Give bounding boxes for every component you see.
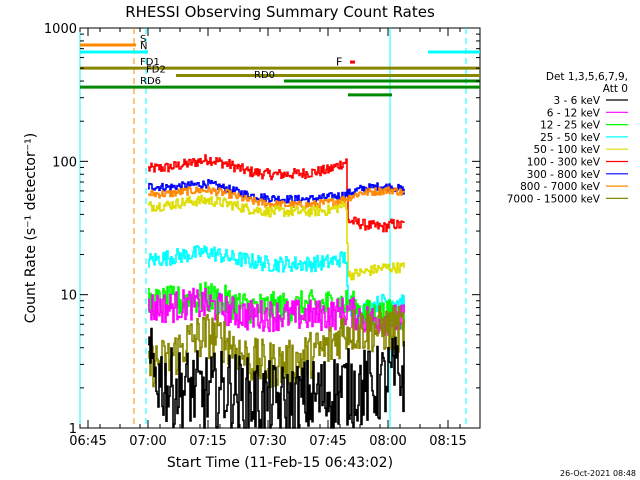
legend-label-4: 50 - 100 keV xyxy=(533,144,600,156)
flare-marker xyxy=(350,60,355,64)
legend-label-0: 3 - 6 keV xyxy=(553,95,600,107)
series-2 xyxy=(148,185,405,210)
legend-label-8: 7000 - 15000 keV xyxy=(507,193,601,205)
y-tick-label-3: 1000 xyxy=(44,22,77,37)
x-tick-label-0: 06:45 xyxy=(69,434,106,449)
legend-label-7: 800 - 7000 keV xyxy=(520,181,601,193)
series-3 xyxy=(148,194,405,281)
axes: 06:45 07:00 07:15 07:30 07:45 08:00 08:15 1 10 10… xyxy=(44,22,481,449)
x-tick-label-2: 07:15 xyxy=(189,434,226,449)
legend-label-5: 100 - 300 keV xyxy=(527,157,601,169)
y-tick-label-2: 100 xyxy=(52,155,77,170)
x-tick-label-6: 08:15 xyxy=(429,434,466,449)
x-tick-label-3: 07:30 xyxy=(249,434,286,449)
legend-label-1: 6 - 12 keV xyxy=(547,107,601,119)
chart-title: RHESSI Observing Summary Count Rates xyxy=(125,3,435,21)
flag-label-0: S xyxy=(140,34,146,45)
flare-marker-label: F xyxy=(336,56,342,69)
series-0 xyxy=(148,154,405,233)
series-8 xyxy=(148,327,405,429)
x-tick-label-4: 07:45 xyxy=(309,434,346,449)
series-group xyxy=(148,154,405,429)
flag-label-3: FD1 xyxy=(140,57,160,68)
legend-label-2: 12 - 25 keV xyxy=(540,120,601,132)
x-tick-label-1: 07:00 xyxy=(129,434,166,449)
legend-header-0: Det 1,3,5,6,7,9, xyxy=(546,71,628,83)
flag-label-4: FD2 xyxy=(146,65,166,76)
legend-label-6: 300 - 800 keV xyxy=(527,169,601,181)
legend-header-1: Att 0 xyxy=(603,83,628,95)
footer-date: 26-Oct-2021 08:48 xyxy=(560,469,636,478)
flag-label-6: RD6 xyxy=(140,76,161,87)
flag-label-1: N xyxy=(140,41,147,52)
y-tick-label-0: 1 xyxy=(69,422,77,437)
flag-label-5: RD0 xyxy=(254,70,275,81)
x-tick-label-5: 08:00 xyxy=(369,434,406,449)
x-axis-label: Start Time (11-Feb-15 06:43:02) xyxy=(167,455,393,471)
y-tick-label-1: 10 xyxy=(60,289,77,304)
series-1 xyxy=(148,179,405,204)
y-axis-label: Count Rate (s⁻¹ detector⁻¹) xyxy=(23,133,39,323)
legend-label-3: 25 - 50 keV xyxy=(540,132,601,144)
